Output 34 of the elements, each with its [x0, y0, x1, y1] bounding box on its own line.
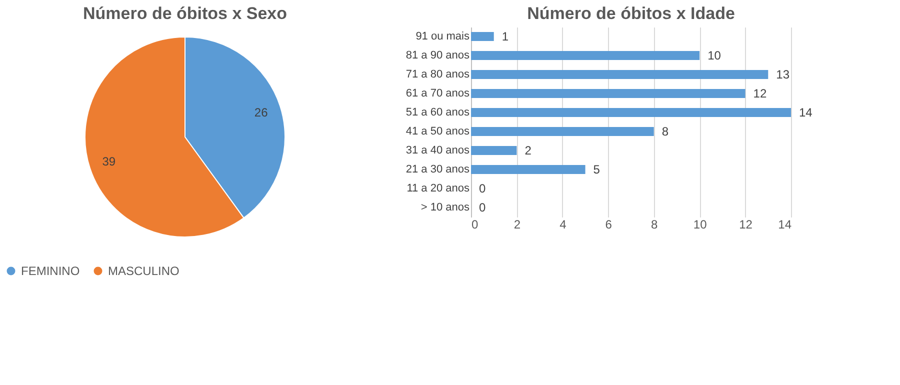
x-tick-label: 8 — [651, 218, 658, 232]
x-tick-label: 12 — [739, 218, 753, 232]
y-tick-label: > 10 anos — [420, 202, 470, 214]
y-tick-label: 41 a 50 anos — [406, 126, 470, 138]
data-label: 8 — [662, 124, 669, 138]
y-tick-label: 61 a 70 anos — [406, 88, 470, 100]
chart-title: Número de óbitos x Sexo — [82, 4, 288, 23]
x-tick-label: 4 — [560, 218, 567, 232]
data-label: 26 — [254, 105, 268, 120]
y-tick-label: 51 a 60 anos — [406, 106, 470, 118]
data-label: 1 — [502, 30, 509, 44]
chart-title: Número de óbitos x Idade — [527, 4, 735, 23]
y-tick-label: 11 a 20 anos — [406, 182, 470, 194]
data-label: 39 — [102, 154, 116, 169]
x-tick-label: 14 — [778, 218, 792, 232]
legend-label: MASCULINO — [108, 264, 180, 278]
y-tick-label: 31 a 40 anos — [406, 144, 470, 156]
y-tick-label: 91 ou mais — [416, 30, 470, 42]
legend-label: FEMININO — [21, 264, 80, 278]
y-tick-label: 21 a 30 anos — [406, 164, 470, 176]
x-tick-label: 2 — [514, 218, 521, 232]
data-label: 12 — [753, 86, 767, 100]
x-tick-label: 10 — [693, 218, 708, 232]
y-tick-label: 81 a 90 anos — [406, 50, 470, 62]
data-label: 0 — [479, 182, 486, 196]
data-label: 2 — [524, 144, 532, 158]
x-tick-label: 0 — [472, 218, 478, 232]
data-label: 0 — [479, 200, 486, 214]
data-label: 14 — [799, 106, 813, 120]
y-tick-label: 71 a 80 anos — [406, 68, 470, 80]
data-label: 5 — [593, 162, 600, 176]
data-label: 13 — [776, 68, 790, 82]
x-tick-label: 6 — [605, 218, 612, 232]
data-label: 10 — [708, 48, 722, 62]
